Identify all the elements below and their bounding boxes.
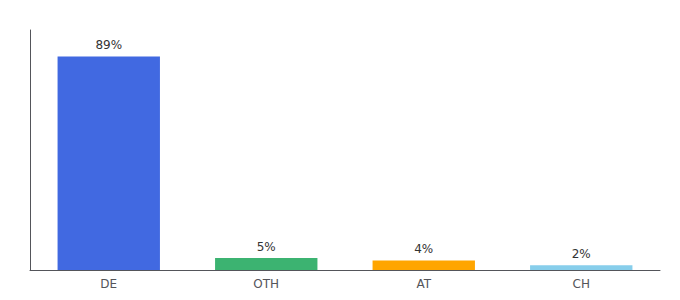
svg-text:4%: 4% (414, 242, 433, 256)
svg-text:DE: DE (100, 277, 117, 291)
svg-text:5%: 5% (257, 240, 276, 254)
svg-text:89%: 89% (95, 38, 122, 52)
svg-text:2%: 2% (572, 247, 591, 261)
svg-text:AT: AT (416, 277, 431, 291)
svg-text:CH: CH (573, 277, 590, 291)
svg-text:OTH: OTH (253, 277, 279, 291)
